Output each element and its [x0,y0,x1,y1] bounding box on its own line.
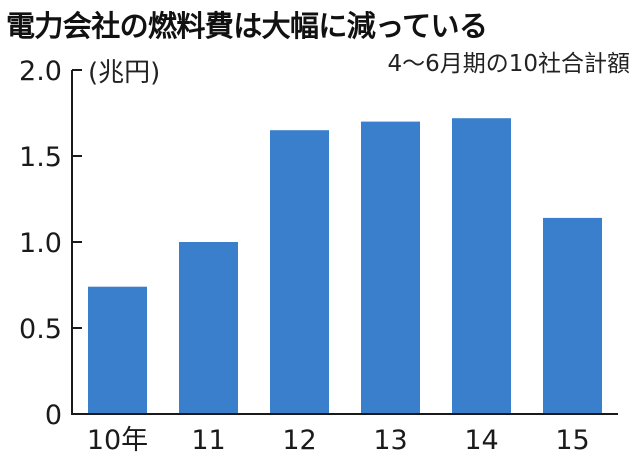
chart-title: 電力会社の燃料費は大幅に減っている [6,9,488,43]
bars [88,118,602,414]
y-axis: 0 0.5 1.0 1.5 2.0 [19,56,82,431]
y-tick-label: 1.0 [19,228,62,259]
bar-4 [452,118,511,414]
x-tick-label: 12 [282,425,316,453]
y-axis-unit-label: (兆円) [88,58,161,88]
x-tick-label: 14 [464,425,498,453]
x-tick-label: 15 [555,425,589,453]
x-tick-label: 11 [191,425,225,453]
bar-1 [179,242,238,414]
y-tick-label: 1.5 [19,142,62,173]
bar-3 [361,121,420,414]
x-axis: 10年 11 12 13 14 15 [71,413,618,453]
bar-5 [543,217,602,414]
x-tick-label: 10年 [87,425,148,453]
y-tick-label: 0 [45,400,62,431]
y-tick-label: 0.5 [19,314,62,345]
bar-0 [88,286,147,414]
chart-subtitle: 4〜6月期の10社合計額 [387,51,630,77]
bar-2 [270,130,329,414]
x-tick-label: 13 [373,425,407,453]
y-tick-label: 2.0 [19,56,62,87]
